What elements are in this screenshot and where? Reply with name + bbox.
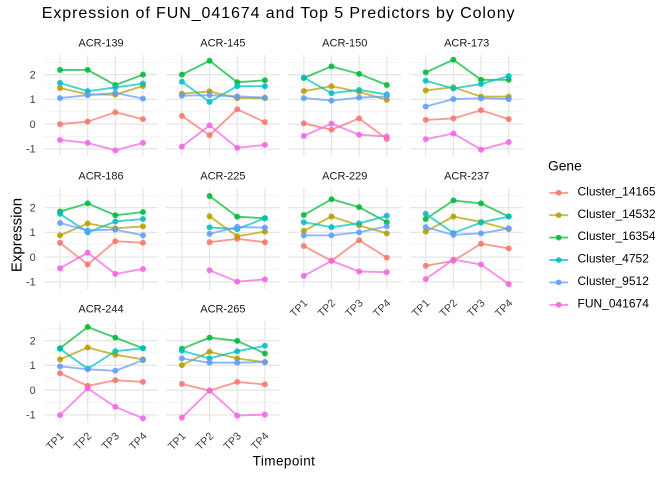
svg-text:Gene: Gene <box>548 159 582 174</box>
svg-text:ACR-186: ACR-186 <box>78 171 123 183</box>
svg-text:ACR-225: ACR-225 <box>200 171 245 183</box>
svg-text:-1: -1 <box>26 410 36 422</box>
svg-text:Expression of FUN_041674 and T: Expression of FUN_041674 and Top 5 Predi… <box>42 5 516 22</box>
svg-text:ACR-244: ACR-244 <box>78 304 123 316</box>
svg-text:1: 1 <box>30 227 36 239</box>
svg-text:Timepoint: Timepoint <box>253 453 316 468</box>
svg-text:0: 0 <box>30 385 36 397</box>
svg-text:-1: -1 <box>26 144 36 156</box>
svg-text:Cluster_14165: Cluster_14165 <box>578 184 656 198</box>
svg-text:FUN_041674: FUN_041674 <box>578 296 650 310</box>
svg-text:Cluster_16354: Cluster_16354 <box>578 229 656 243</box>
svg-text:2: 2 <box>30 69 36 81</box>
svg-text:2: 2 <box>30 202 36 214</box>
svg-text:2: 2 <box>30 335 36 347</box>
svg-text:Expression: Expression <box>8 198 25 272</box>
svg-text:-1: -1 <box>26 277 36 289</box>
svg-text:ACR-229: ACR-229 <box>322 171 367 183</box>
svg-text:ACR-173: ACR-173 <box>444 38 489 50</box>
svg-text:0: 0 <box>30 252 36 264</box>
svg-text:ACR-150: ACR-150 <box>322 38 367 50</box>
svg-text:0: 0 <box>30 119 36 131</box>
svg-text:Cluster_9512: Cluster_9512 <box>578 274 650 288</box>
svg-text:ACR-237: ACR-237 <box>444 171 489 183</box>
svg-text:1: 1 <box>30 360 36 372</box>
svg-text:ACR-145: ACR-145 <box>200 38 245 50</box>
svg-text:Cluster_14532: Cluster_14532 <box>578 207 656 221</box>
svg-text:1: 1 <box>30 94 36 106</box>
svg-text:ACR-265: ACR-265 <box>200 304 245 316</box>
svg-text:Cluster_4752: Cluster_4752 <box>578 252 650 266</box>
svg-text:ACR-139: ACR-139 <box>78 38 123 50</box>
